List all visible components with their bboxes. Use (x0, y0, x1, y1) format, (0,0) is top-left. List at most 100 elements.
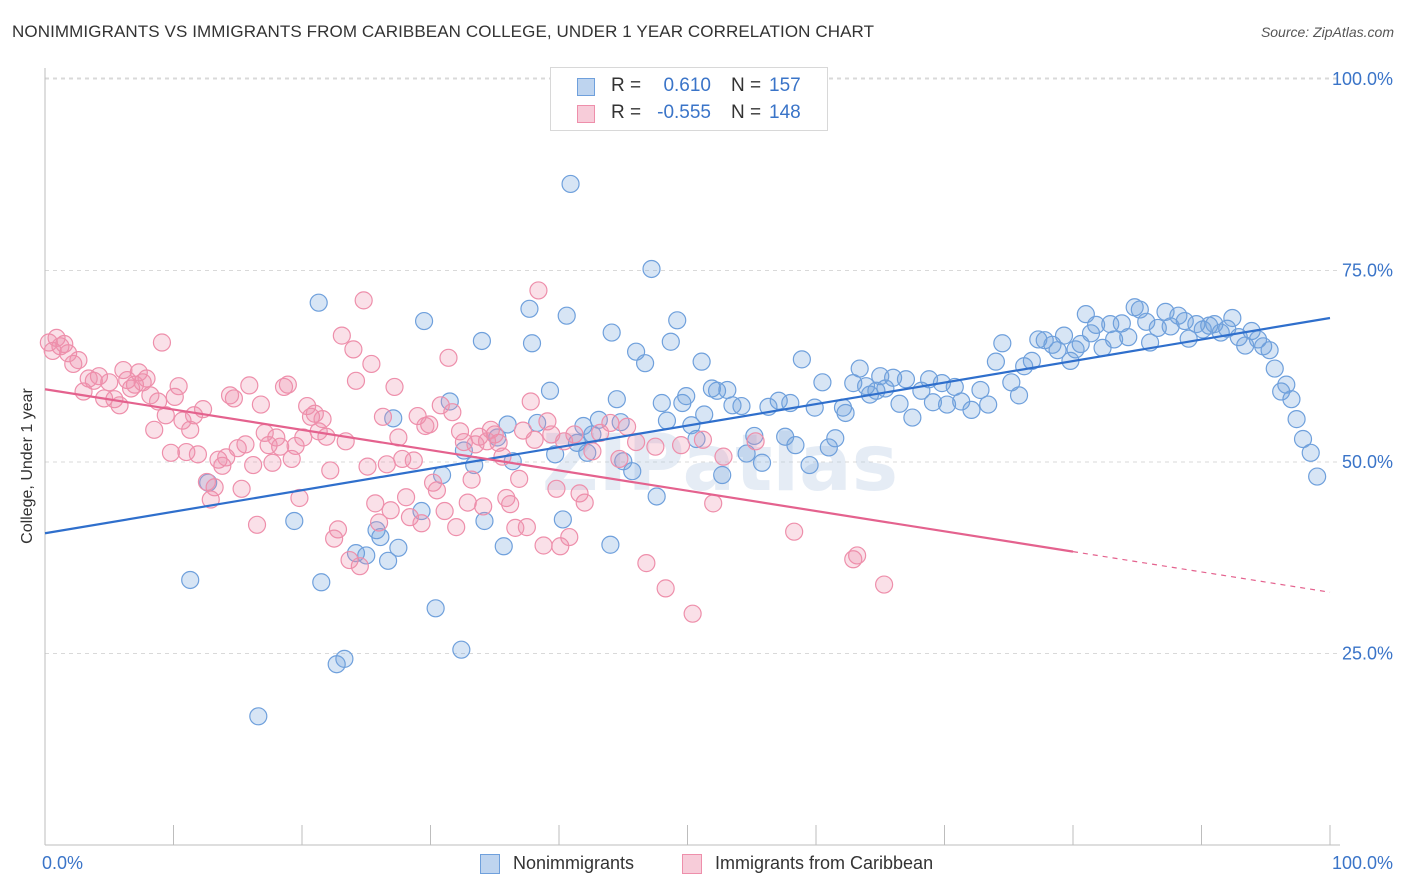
nonimmigrant-point (737, 444, 756, 463)
caribbean-immigrant-point (443, 403, 462, 422)
caribbean-immigrant-point (205, 478, 224, 497)
nonimmigrant-point (357, 546, 376, 565)
caribbean-immigrant-point (427, 481, 447, 500)
nonimmigrant-point (589, 410, 608, 429)
nonimmigrant-point (309, 293, 328, 312)
caribbean-immigrant-point (298, 396, 317, 416)
nonimmigrant-point (707, 381, 727, 400)
caribbean-immigrant-point (161, 443, 181, 462)
caribbean-immigrant-point (458, 493, 477, 512)
caribbean-immigrant-point (247, 515, 267, 534)
nonimmigrant-point (826, 429, 845, 448)
r-label: R = (611, 75, 642, 96)
nonimmigrant-point (962, 400, 981, 420)
nonimmigrant-point (553, 510, 572, 529)
caribbean-immigrant-point (439, 348, 458, 367)
nonimmigrant-point (561, 174, 580, 194)
r-value: 0.610 (663, 75, 711, 96)
caribbean-immigrant-point (477, 432, 497, 451)
nonimmigrant-point (1009, 386, 1029, 405)
nonimmigrant-point (414, 311, 434, 331)
caribbean-immigrant-point (370, 513, 389, 532)
legend-label-immigrants: Immigrants from Caribbean (715, 853, 934, 873)
nonimmigrant-point (836, 403, 855, 423)
caribbean-immigrant-point (259, 436, 278, 455)
nonimmigrant-point (1287, 410, 1306, 429)
nonimmigrant-point (718, 380, 737, 400)
nonimmigrant-point (903, 408, 922, 427)
caribbean-immigrant-point (271, 437, 290, 456)
nonimmigrant-point (786, 436, 805, 455)
y-tick-label: 75.0% (1342, 261, 1393, 281)
nonimmigrant-point (498, 415, 517, 434)
nonimmigrant-point (623, 462, 642, 481)
nonimmigrant-point (440, 392, 459, 411)
source-label: Source: ZipAtlas.com (1260, 24, 1394, 40)
caribbean-immigrant-point (534, 536, 553, 555)
nonimmigrant-point (472, 331, 491, 351)
nonimmigrant-point (971, 380, 990, 400)
caribbean-immigrant-point (251, 395, 270, 414)
nonimmigrant-point (607, 390, 626, 409)
caribbean-immigrant-point (137, 369, 156, 388)
caribbean-immigrant-point (152, 333, 172, 352)
nonimmigrant-point (602, 323, 621, 342)
caribbean-immigrant-point (400, 508, 420, 527)
caribbean-immigrant-point (704, 494, 723, 513)
caribbean-immigrant-point (547, 479, 566, 498)
nonimmigrant-point (475, 511, 494, 531)
nonimmigrant-point (1054, 326, 1074, 345)
nonimmigrant-point (657, 411, 677, 430)
caribbean-immigrant-point (565, 425, 584, 444)
caribbean-immigrant-point (350, 557, 369, 576)
caribbean-immigrant-point (431, 396, 450, 415)
caribbean-immigrant-point (344, 340, 363, 359)
nonimmigrant-point (494, 537, 513, 556)
caribbean-immigrant-point (165, 387, 184, 406)
caribbean-immigrant-point (474, 497, 493, 516)
caribbean-immigrant-point (521, 392, 540, 411)
caribbean-immigrant-point (618, 417, 637, 436)
stats-row-immigrants: R = -0.555 N = 148 (551, 101, 827, 127)
caribbean-immigrant-point (156, 406, 175, 425)
caribbean-immigrant-point (560, 527, 579, 547)
caribbean-immigrant-point (529, 281, 548, 300)
caribbean-immigrant-point (278, 375, 297, 394)
n-value: 157 (769, 75, 801, 96)
nonimmigrant-point (378, 551, 398, 570)
caribbean-immigrant-point (340, 550, 359, 570)
nonimmigrant-point (1260, 341, 1279, 360)
caribbean-immigrant-point (325, 529, 344, 548)
r-value: -0.555 (657, 102, 711, 123)
caribbean-immigrant-point (377, 455, 396, 474)
nonimmigrant-point (800, 455, 819, 475)
caribbean-immigrant-point (785, 522, 804, 541)
nonimmigrant-point (993, 334, 1012, 353)
nonimmigrant-point (986, 352, 1006, 371)
nonimmigrant-point (752, 453, 772, 472)
caribbean-immigrant-point (412, 514, 431, 533)
nonimmigrant-point (1022, 351, 1041, 370)
caribbean-immigrant-point (328, 520, 348, 539)
caribbean-immigrant-point (396, 488, 416, 507)
nonimmigrant-point (1066, 340, 1085, 359)
caribbean-immigrant-point (746, 432, 765, 451)
nonimmigrant-point (642, 259, 661, 279)
caribbean-immigrant-point (332, 326, 351, 345)
legend-swatch-immigrants (682, 854, 702, 874)
caribbean-immigrant-point (366, 494, 385, 513)
nonimmigrant-point (813, 373, 832, 392)
caribbean-immigrant-point (525, 430, 544, 449)
immigrants-trend-line (44, 388, 1074, 553)
nonimmigrant-point (249, 707, 268, 726)
x-tick-label-min: 0.0% (42, 853, 83, 873)
n-value: 148 (769, 102, 801, 123)
nonimmigrant-point (1223, 308, 1242, 328)
caribbean-immigrant-point (290, 488, 309, 508)
caribbean-immigrant-point (601, 413, 620, 433)
caribbean-immigrant-point (267, 428, 286, 447)
caribbean-immigrant-point (583, 442, 602, 461)
caribbean-immigrant-point (404, 451, 423, 470)
nonimmigrant-point (792, 350, 811, 369)
caribbean-immigrant-point (510, 469, 529, 488)
